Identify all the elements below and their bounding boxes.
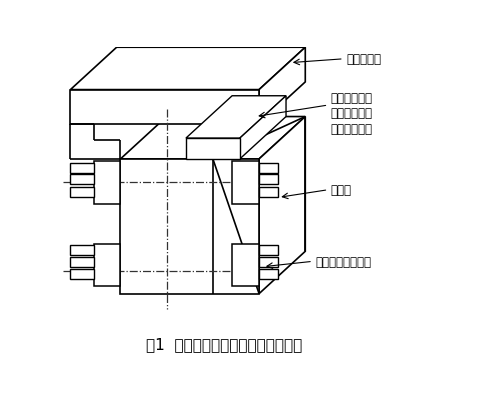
Bar xyxy=(259,175,278,185)
Bar xyxy=(259,269,278,279)
Bar xyxy=(259,163,278,173)
Text: 斜接面: 斜接面 xyxy=(331,184,352,197)
Polygon shape xyxy=(259,48,305,125)
Polygon shape xyxy=(121,117,305,160)
Bar xyxy=(232,162,259,204)
Bar xyxy=(186,139,240,160)
Polygon shape xyxy=(240,97,286,160)
Bar xyxy=(259,257,278,267)
Bar xyxy=(70,163,93,173)
Polygon shape xyxy=(186,97,286,139)
Text: 大齿圈齿面: 大齿圈齿面 xyxy=(346,53,381,66)
Text: 图1  长球磨机半齿圈接头组合示意图: 图1 长球磨机半齿圈接头组合示意图 xyxy=(146,336,303,351)
Bar xyxy=(70,90,259,125)
Polygon shape xyxy=(70,48,305,90)
Bar xyxy=(70,175,93,185)
Bar xyxy=(70,257,93,267)
Bar xyxy=(70,269,93,279)
Polygon shape xyxy=(259,117,305,294)
Bar xyxy=(70,245,93,255)
Text: 制造半齿圈时: 制造半齿圈时 xyxy=(331,91,373,105)
Text: 铣接头斜面设: 铣接头斜面设 xyxy=(331,107,373,120)
Bar xyxy=(93,162,121,204)
Text: 接头法兰连接螺丝: 接头法兰连接螺丝 xyxy=(315,255,371,268)
Bar xyxy=(70,187,93,197)
Bar xyxy=(93,244,121,286)
Bar xyxy=(232,244,259,286)
Text: 计的退刀凹槽: 计的退刀凹槽 xyxy=(331,122,373,135)
Bar xyxy=(259,187,278,197)
Bar xyxy=(121,160,259,294)
Bar xyxy=(259,245,278,255)
